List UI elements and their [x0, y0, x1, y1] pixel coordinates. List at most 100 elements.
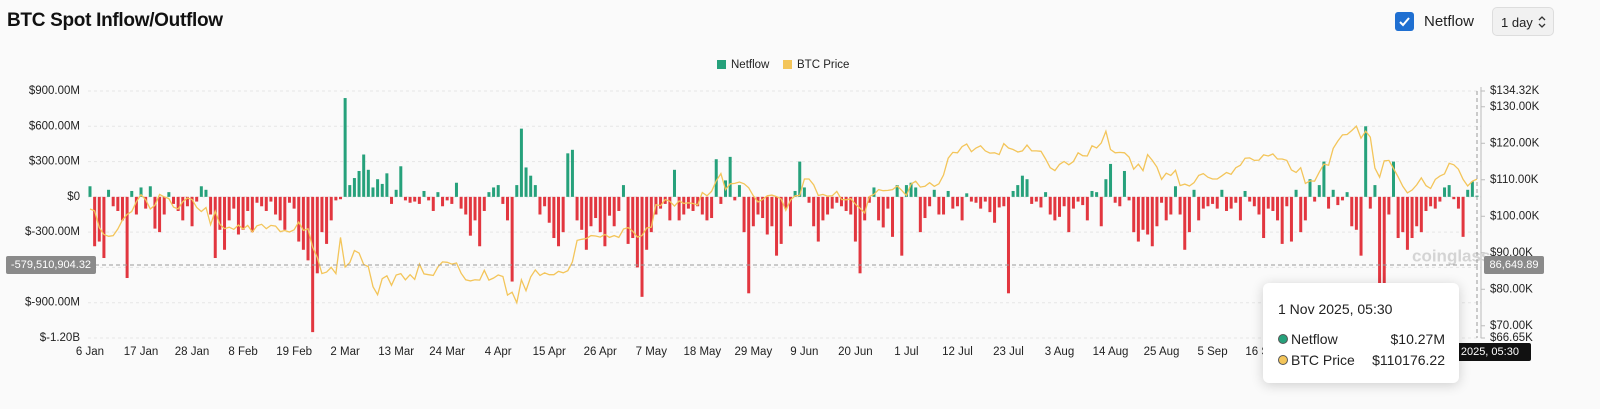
netflow-checkbox[interactable]	[1395, 12, 1414, 31]
bar	[1313, 196, 1317, 202]
bar	[329, 196, 333, 221]
bar	[1368, 196, 1372, 209]
bar	[199, 186, 203, 197]
x-tick-label: 26 Apr	[584, 346, 617, 358]
bar	[1229, 196, 1233, 209]
bar	[839, 196, 843, 207]
bar	[171, 196, 175, 204]
bar	[1410, 196, 1414, 239]
bar	[348, 185, 352, 197]
bar	[315, 196, 319, 274]
y-tick-label: $-300.00M	[25, 226, 80, 238]
bar	[292, 196, 296, 209]
bar	[524, 167, 528, 197]
crosshair-y2-label: 86,649.89	[1490, 259, 1539, 271]
bar	[867, 196, 871, 203]
bar	[422, 190, 426, 197]
bar	[334, 196, 338, 201]
bar	[1109, 163, 1113, 197]
checkbox-label[interactable]: Netflow	[1424, 13, 1475, 30]
bar	[570, 149, 574, 197]
bar	[1016, 185, 1020, 197]
bar	[209, 196, 213, 215]
bar	[1252, 196, 1256, 207]
bar	[116, 196, 120, 211]
bar	[1438, 196, 1442, 202]
bar	[1447, 185, 1451, 197]
y-tick-label: $300.00M	[29, 156, 80, 168]
bar	[891, 196, 895, 237]
bar	[357, 170, 361, 197]
bar	[826, 196, 830, 215]
bar	[1285, 196, 1289, 207]
bar	[158, 196, 162, 233]
bar	[621, 185, 625, 197]
bar	[97, 196, 101, 242]
bar	[88, 186, 92, 197]
bar	[788, 196, 792, 227]
bar	[812, 196, 816, 227]
bar	[756, 196, 760, 215]
bar	[1466, 189, 1470, 197]
bar	[640, 196, 644, 297]
x-tick-label: 8 Feb	[228, 346, 257, 358]
bar	[1220, 189, 1224, 197]
bar	[1271, 196, 1275, 211]
bar	[598, 196, 602, 233]
bar	[1030, 196, 1034, 204]
bar	[1262, 196, 1266, 239]
bar	[1076, 196, 1080, 202]
bar	[672, 169, 676, 197]
tooltip: 1 Nov 2025, 05:30 Netflow $10.27M BTC Pr…	[1263, 283, 1459, 383]
bar	[538, 196, 542, 215]
tooltip-swatch	[1278, 355, 1288, 365]
x-tick-label: 20 Jun	[838, 346, 873, 358]
bar	[1011, 190, 1015, 197]
y-tick-label: $600.00M	[29, 120, 80, 132]
bar	[408, 196, 412, 203]
chart-title: BTC Spot Inflow/Outflow	[7, 10, 223, 31]
interval-select[interactable]: 1 day	[1492, 7, 1554, 36]
bar	[807, 196, 811, 203]
bar	[1303, 196, 1307, 221]
bar	[631, 196, 635, 239]
bar	[844, 196, 848, 211]
bar	[547, 196, 551, 223]
bar	[997, 196, 1001, 208]
bar	[955, 196, 959, 207]
bar	[1141, 196, 1145, 230]
bar	[645, 196, 649, 250]
bar	[937, 196, 941, 215]
tooltip-value: $110176.22	[1372, 352, 1445, 368]
bar	[111, 196, 115, 207]
bar	[1443, 187, 1447, 197]
bar	[515, 185, 519, 197]
bar	[1025, 179, 1029, 197]
bar	[1289, 196, 1293, 242]
bar	[863, 196, 867, 221]
bar	[1183, 196, 1187, 250]
bar	[784, 196, 788, 209]
bar	[1118, 196, 1122, 207]
bar	[1456, 196, 1460, 209]
bar	[798, 161, 802, 197]
bar	[988, 196, 992, 213]
bar	[227, 196, 231, 221]
bar	[445, 196, 449, 201]
bar	[1146, 196, 1150, 235]
bar	[1327, 196, 1331, 209]
bar	[380, 183, 384, 197]
bar	[923, 196, 927, 219]
bar	[561, 196, 565, 233]
interval-value: 1 day	[1501, 15, 1533, 30]
bar	[909, 182, 913, 197]
bar	[1382, 196, 1386, 297]
bar	[1354, 196, 1358, 230]
bar	[148, 186, 152, 197]
bar	[260, 196, 264, 207]
bar	[1234, 196, 1238, 203]
bar	[102, 196, 106, 259]
bar	[1257, 196, 1261, 215]
